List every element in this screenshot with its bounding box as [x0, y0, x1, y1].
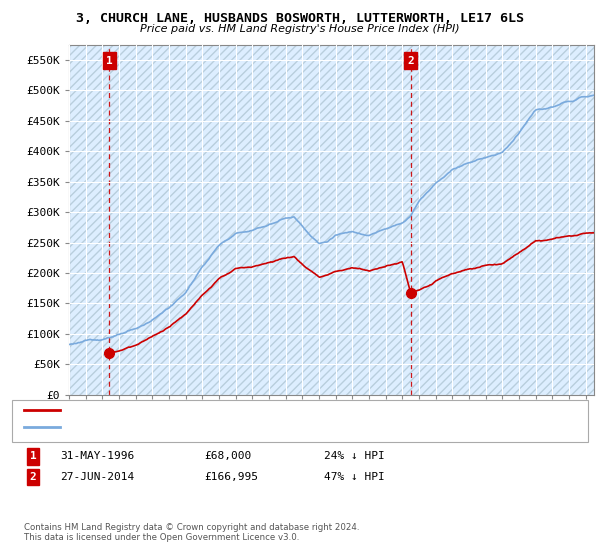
Text: 2: 2	[29, 472, 37, 482]
Text: £166,995: £166,995	[204, 472, 258, 482]
Text: 27-JUN-2014: 27-JUN-2014	[60, 472, 134, 482]
Text: 31-MAY-1996: 31-MAY-1996	[60, 451, 134, 461]
Text: 1: 1	[29, 451, 37, 461]
Text: 3, CHURCH LANE, HUSBANDS BOSWORTH, LUTTERWORTH, LE17 6LS (detached house): 3, CHURCH LANE, HUSBANDS BOSWORTH, LUTTE…	[69, 405, 501, 416]
Text: 3, CHURCH LANE, HUSBANDS BOSWORTH, LUTTERWORTH, LE17 6LS: 3, CHURCH LANE, HUSBANDS BOSWORTH, LUTTE…	[76, 12, 524, 25]
Text: 24% ↓ HPI: 24% ↓ HPI	[324, 451, 385, 461]
Text: HPI: Average price, detached house, Harborough: HPI: Average price, detached house, Harb…	[69, 422, 313, 432]
Text: 1: 1	[106, 55, 113, 66]
Text: 2: 2	[407, 55, 414, 66]
Text: 47% ↓ HPI: 47% ↓ HPI	[324, 472, 385, 482]
Text: Contains HM Land Registry data © Crown copyright and database right 2024.
This d: Contains HM Land Registry data © Crown c…	[24, 522, 359, 542]
Text: Price paid vs. HM Land Registry's House Price Index (HPI): Price paid vs. HM Land Registry's House …	[140, 24, 460, 34]
Text: £68,000: £68,000	[204, 451, 251, 461]
